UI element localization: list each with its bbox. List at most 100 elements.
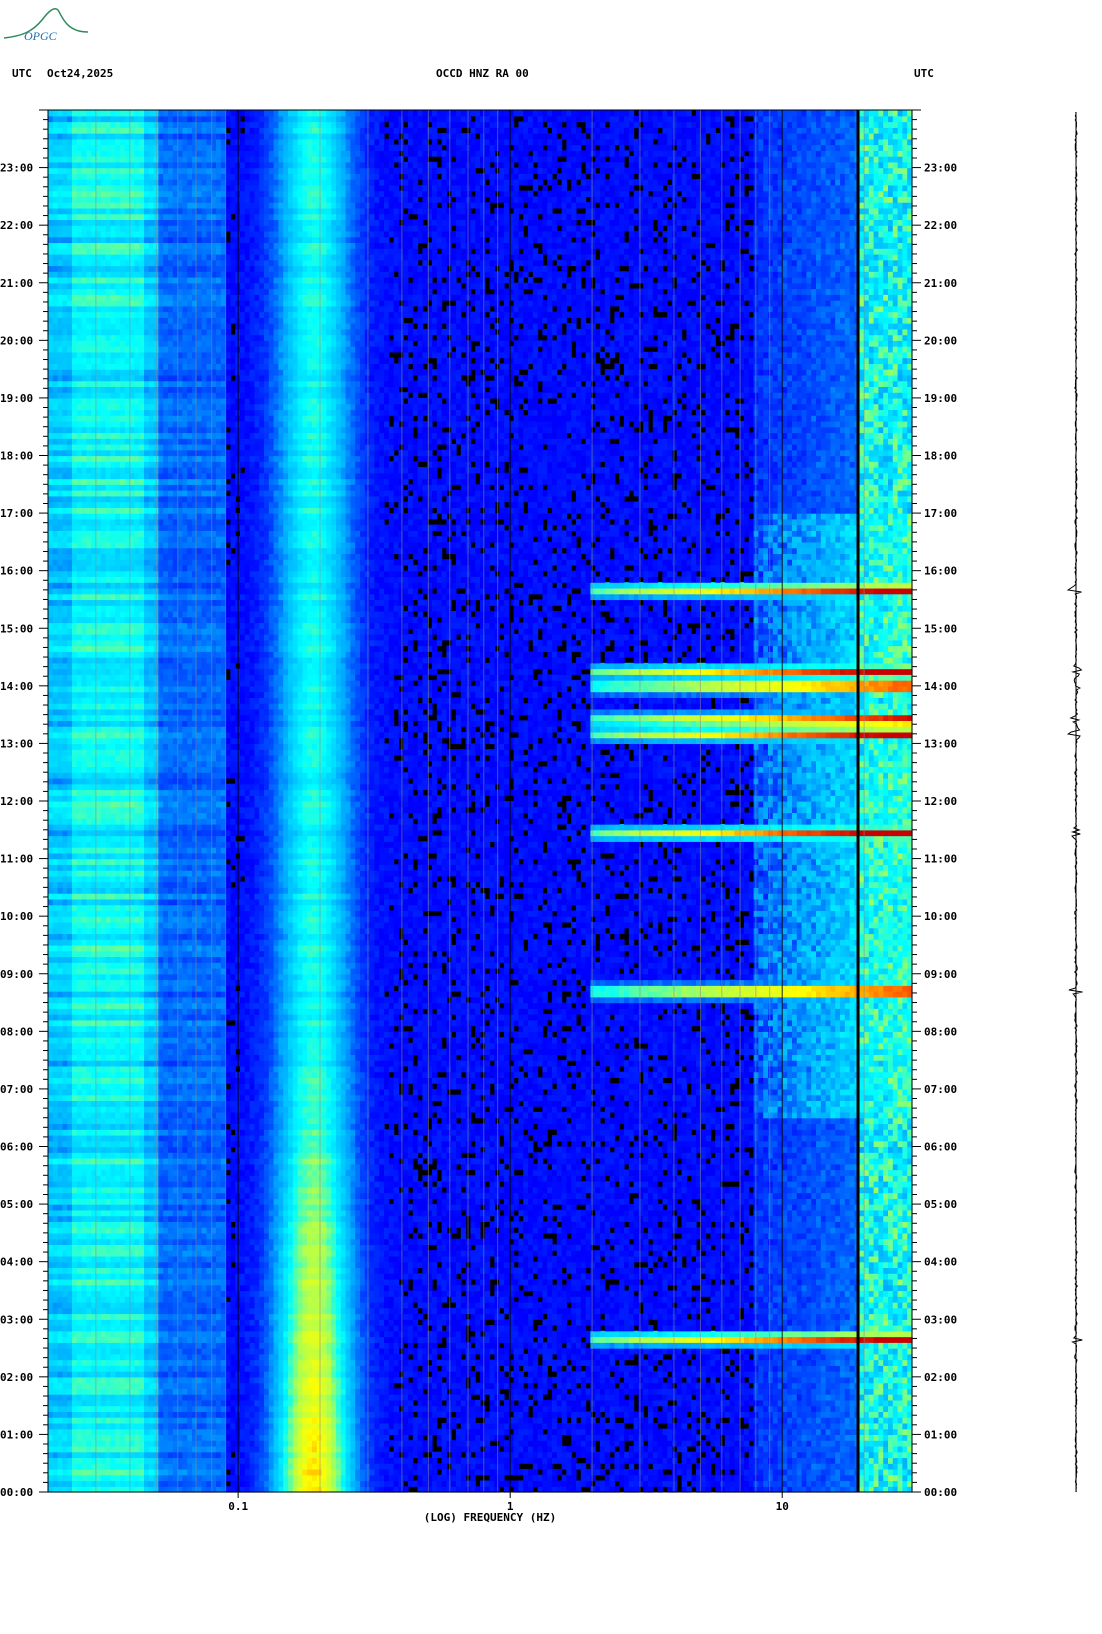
spectrogram-cell <box>787 1383 792 1389</box>
spectrogram-cell <box>782 1423 787 1429</box>
spectrogram-cell <box>110 1377 115 1383</box>
spectrogram-cell <box>307 1377 312 1383</box>
spectrogram-cell <box>216 1446 221 1452</box>
spectrogram-cell <box>48 1406 53 1412</box>
spectrogram-cell <box>48 1463 53 1469</box>
spectrogram-cell <box>499 1469 504 1475</box>
spectrogram-cell <box>72 1469 77 1475</box>
spectrogram-cell <box>528 1446 533 1452</box>
spectrogram-cell <box>302 1394 307 1400</box>
spectrogram-cell <box>331 1400 336 1406</box>
spectrogram-cell <box>278 1446 283 1452</box>
spectrogram-cell <box>898 1452 903 1458</box>
spectrogram-cell <box>379 1417 384 1423</box>
spectrogram-cell <box>451 1423 456 1429</box>
spectrogram-cell <box>134 1463 139 1469</box>
spectrogram-cell <box>110 1388 115 1394</box>
spectrogram-cell <box>614 1400 619 1406</box>
spectrogram-cell <box>130 1423 135 1429</box>
spectrogram-cell <box>293 1429 298 1435</box>
spectrogram-cell <box>763 1434 768 1440</box>
spectrogram-cell <box>408 1423 413 1429</box>
spectrogram-cell <box>96 1457 101 1463</box>
spectrogram-cell <box>442 1411 447 1417</box>
spectrogram-cell <box>763 1452 768 1458</box>
spectrogram-cell <box>403 1423 408 1429</box>
spectrogram-cell <box>571 1417 576 1423</box>
spectrogram-cell <box>826 1406 831 1412</box>
spectrogram-cell <box>878 1463 883 1469</box>
spectrogram-cell <box>509 1446 514 1452</box>
spectrogram-cell <box>480 1394 485 1400</box>
spectrogram-cell <box>768 1480 773 1486</box>
spectrogram-cell <box>226 1440 231 1446</box>
spectrogram-cell <box>768 1388 773 1394</box>
spectrogram-cell <box>902 1434 907 1440</box>
spectrogram-cell <box>614 1388 619 1394</box>
spectrogram-cell <box>499 1411 504 1417</box>
spectrogram-cell <box>595 1452 600 1458</box>
spectrogram-cell <box>384 1480 389 1486</box>
spectrogram-cell <box>346 1457 351 1463</box>
spectrogram-cell <box>307 1383 312 1389</box>
spectrogram-cell <box>326 1457 331 1463</box>
spectrogram-cell <box>610 1429 615 1435</box>
spectrogram-cell <box>461 1394 466 1400</box>
spectrogram-cell <box>605 1434 610 1440</box>
spectrogram-cell <box>648 1400 653 1406</box>
spectrogram-cell <box>518 1469 523 1475</box>
spectrogram-cell <box>744 1388 749 1394</box>
spectrogram-cell <box>331 1423 336 1429</box>
spectrogram-cell <box>48 1423 53 1429</box>
spectrogram-cell <box>110 1417 115 1423</box>
spectrogram-cell <box>149 1457 154 1463</box>
spectrogram-cell <box>763 1423 768 1429</box>
spectrogram-cell <box>312 1406 317 1412</box>
spectrogram-cell <box>701 1406 706 1412</box>
spectrogram-cell <box>902 1417 907 1423</box>
spectrogram-cell <box>403 1388 408 1394</box>
spectrogram-cell <box>605 1446 610 1452</box>
spectrogram-cell <box>202 1417 207 1423</box>
spectrogram-cell <box>350 1423 355 1429</box>
spectrogram-cell <box>302 1388 307 1394</box>
spectrogram-cell <box>245 1440 250 1446</box>
spectrogram-cell <box>62 1457 67 1463</box>
spectrogram-cell <box>442 1394 447 1400</box>
spectrogram-cell <box>139 1411 144 1417</box>
spectrogram-cell <box>446 1440 451 1446</box>
spectrogram-cell <box>792 1457 797 1463</box>
spectrogram-cell <box>331 1429 336 1435</box>
spectrogram-cell <box>163 1463 168 1469</box>
spectrogram-cell <box>379 1406 384 1412</box>
spectrogram-cell <box>667 1383 672 1389</box>
spectrogram-cell <box>706 1457 711 1463</box>
spectrogram-cell <box>850 1400 855 1406</box>
spectrogram-cell <box>787 1480 792 1486</box>
spectrogram-cell <box>797 1423 802 1429</box>
spectrogram-cell <box>768 1463 773 1469</box>
spectrogram-cell <box>350 1417 355 1423</box>
spectrogram-cell <box>725 1434 730 1440</box>
spectrogram-cell <box>302 1411 307 1417</box>
spectrogram-cell <box>274 1411 279 1417</box>
spectrogram-cell <box>197 1429 202 1435</box>
spectrogram-cell <box>677 1400 682 1406</box>
spectrogram-cell <box>168 1429 173 1435</box>
spectrogram-cell <box>490 1417 495 1423</box>
spectrogram-cell <box>62 1406 67 1412</box>
spectrogram-cell <box>302 1440 307 1446</box>
spectrogram-cell <box>158 1400 163 1406</box>
spectrogram-cell <box>408 1388 413 1394</box>
spectrogram-cell <box>283 1446 288 1452</box>
spectrogram-cell <box>581 1383 586 1389</box>
spectrogram-cell <box>552 1394 557 1400</box>
spectrogram-cell <box>149 1423 154 1429</box>
spectrogram-cell <box>787 1457 792 1463</box>
spectrogram-cell <box>48 1446 53 1452</box>
spectrogram-cell <box>581 1429 586 1435</box>
spectrogram-cell <box>269 1452 274 1458</box>
spectrogram-cell <box>82 1434 87 1440</box>
spectrogram-cell <box>278 1440 283 1446</box>
spectrogram-cell <box>725 1480 730 1486</box>
